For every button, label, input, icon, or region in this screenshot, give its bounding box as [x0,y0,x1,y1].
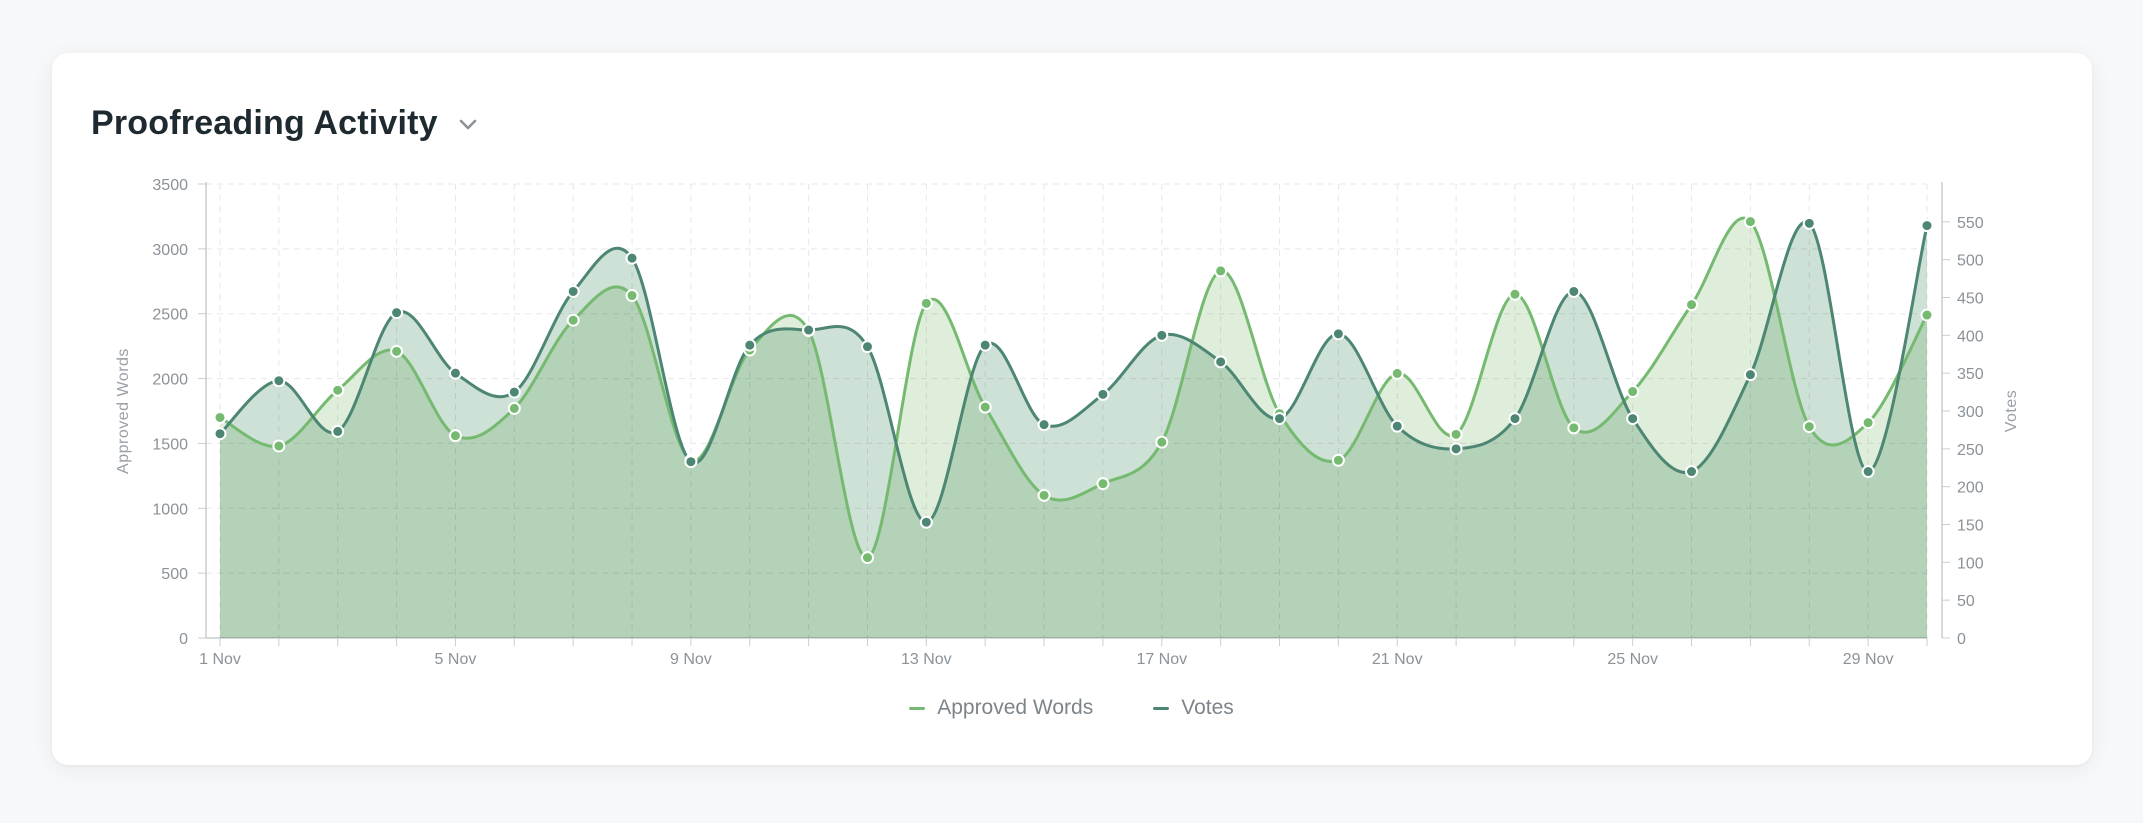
y-tick-label: 2500 [152,307,188,324]
y2-tick-label: 0 [1957,631,1966,648]
data-point-votes [1037,418,1051,432]
data-point-approved-words [390,344,404,358]
data-point-votes [213,427,227,441]
y-tick-label: 1000 [152,501,188,518]
data-point-approved-words [1567,421,1581,435]
x-tick-label: 5 Nov [435,651,477,668]
data-point-votes [1508,412,1522,426]
data-point-votes [272,374,286,388]
y2-tick-label: 550 [1957,215,1984,232]
y2-tick-label: 250 [1957,442,1984,459]
y-tick-label: 500 [161,566,188,583]
x-tick-label: 9 Nov [670,651,712,668]
data-point-approved-words [1802,420,1816,434]
legend-item-approved-words[interactable]: Approved Words [909,696,1093,720]
page-title: Proofreading Activity [91,104,438,142]
data-point-votes [1449,442,1463,456]
data-point-approved-words [448,429,462,443]
legend-item-votes[interactable]: Votes [1153,696,1234,720]
x-tick-label: 25 Nov [1607,651,1658,668]
data-point-votes [566,284,580,298]
y-tick-label: 0 [179,631,188,648]
data-point-approved-words [919,296,933,310]
legend-swatch-approved-words [909,706,926,710]
chevron-down-icon[interactable] [458,118,478,137]
legend-swatch-votes [1153,706,1170,710]
data-point-approved-words [1331,453,1345,467]
x-tick-label: 13 Nov [901,651,952,668]
y2-tick-label: 450 [1957,291,1984,308]
data-point-votes [1273,412,1287,426]
data-point-votes [625,251,639,265]
y2-tick-label: 300 [1957,404,1984,421]
x-tick-label: 29 Nov [1843,651,1894,668]
data-point-votes [919,515,933,529]
data-point-approved-words [1096,477,1110,491]
title-row: Proofreading Activity [91,104,478,143]
y2-tick-label: 500 [1957,253,1984,270]
data-point-votes [331,424,345,438]
data-point-votes [1096,387,1110,401]
data-point-approved-words [1920,308,1934,322]
data-point-votes [507,385,521,399]
data-point-votes [860,340,874,354]
data-point-votes [1214,355,1228,369]
data-point-approved-words [1037,488,1051,502]
y-tick-label: 2000 [152,372,188,389]
data-point-approved-words [331,383,345,397]
x-tick-label: 1 Nov [199,651,241,668]
data-point-votes [1920,219,1934,233]
data-point-approved-words [1626,385,1640,399]
x-tick-label: 17 Nov [1136,651,1187,668]
y-axis-title: Approved Words [115,348,132,474]
data-point-votes [978,338,992,352]
y2-tick-label: 200 [1957,480,1984,497]
chart-legend: Approved Words Votes [0,696,2143,720]
data-point-approved-words [1861,416,1875,430]
data-point-approved-words [1743,215,1757,229]
data-point-approved-words [1155,435,1169,449]
legend-label-approved-words: Approved Words [937,696,1094,719]
data-point-votes [802,323,816,337]
data-point-approved-words [507,401,521,415]
data-point-approved-words [1508,287,1522,301]
data-point-approved-words [978,400,992,414]
series-line-approved-words [219,216,1929,560]
data-point-votes [684,455,698,469]
data-point-votes [1685,465,1699,479]
data-point-votes [1155,328,1169,342]
data-point-votes [1567,284,1581,298]
data-point-votes [743,338,757,352]
data-point-approved-words [625,289,639,303]
data-point-votes [1802,216,1816,230]
data-point-votes [1626,412,1640,426]
data-point-approved-words [860,551,874,565]
data-point-approved-words [1685,298,1699,312]
data-point-votes [1743,368,1757,382]
data-point-votes [1861,465,1875,479]
data-point-approved-words [213,410,227,424]
x-tick-label: 21 Nov [1372,651,1423,668]
y-tick-label: 1500 [152,436,188,453]
y2-tick-label: 150 [1957,518,1984,535]
y-tick-label: 3000 [152,242,188,259]
y-tick-label: 3500 [152,177,188,194]
y2-tick-label: 50 [1957,593,1975,610]
data-point-votes [1390,419,1404,433]
data-point-votes [1331,327,1345,341]
data-point-approved-words [1449,427,1463,441]
data-point-votes [390,306,404,320]
y2-tick-label: 400 [1957,328,1984,345]
data-point-approved-words [1214,264,1228,278]
data-point-votes [448,366,462,380]
y2-axis-title: Votes [2003,390,2020,433]
data-point-approved-words [272,439,286,453]
y2-tick-label: 100 [1957,555,1984,572]
y2-tick-label: 350 [1957,366,1984,383]
data-point-approved-words [1390,366,1404,380]
data-point-approved-words [566,313,580,327]
legend-label-votes: Votes [1181,696,1234,719]
